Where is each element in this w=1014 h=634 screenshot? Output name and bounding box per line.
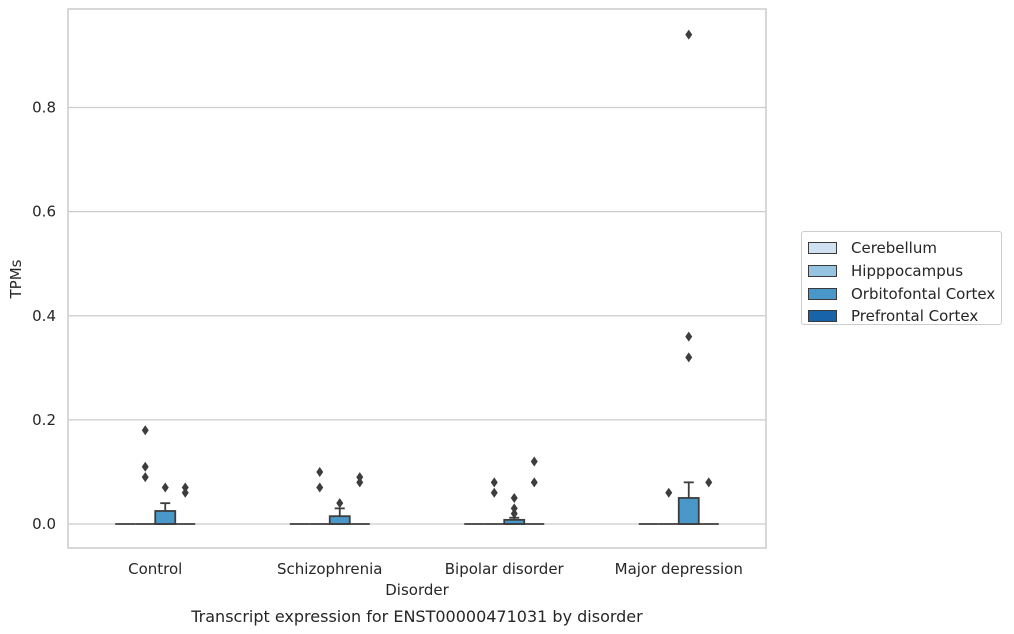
outlier-point (336, 498, 344, 509)
outlier-point (161, 482, 169, 493)
legend-swatch (808, 310, 837, 323)
y-tick-labels: 0.0 0.2 0.4 0.6 0.8 (32, 99, 56, 534)
legend-label: Cerebellum (851, 239, 937, 258)
outlier-point (685, 29, 693, 40)
outlier-point (141, 472, 149, 483)
legend-swatch (808, 242, 837, 255)
outlier-point (316, 482, 324, 493)
legend-label: Prefrontal Cortex (851, 307, 979, 326)
x-tick-label: Major depression (615, 560, 743, 578)
outlier-point (705, 477, 713, 488)
x-tick-labels: Control Schizophrenia Bipolar disorder Majo… (128, 560, 743, 578)
outlier-point (141, 425, 149, 436)
box (154, 510, 177, 525)
x-tick-label: Bipolar disorder (445, 560, 565, 578)
legend-swatch (808, 287, 837, 300)
y-tick-label: 0.0 (32, 515, 56, 533)
box (677, 497, 700, 525)
legend-item: Cerebellum (808, 237, 1001, 260)
legend-item: Prefrontal Cortex (808, 305, 1001, 328)
y-tick-label: 0.6 (32, 203, 56, 221)
y-tick-label: 0.8 (32, 99, 56, 117)
legend: Cerebellum Hipppocampus Orbitofontal Corte… (801, 231, 1002, 325)
outlier-point (490, 477, 498, 488)
legend-item: Hipppocampus (808, 260, 1001, 283)
box-marks (115, 29, 719, 525)
y-tick-label: 0.4 (32, 307, 56, 325)
outlier-point (685, 352, 693, 363)
outlier-point (181, 487, 189, 498)
outlier-point (356, 472, 364, 483)
legend-label: Orbitofontal Cortex (851, 284, 996, 303)
outlier-point (141, 461, 149, 472)
legend-item: Orbitofontal Cortex (808, 282, 1001, 305)
y-tick-label: 0.2 (32, 411, 56, 429)
x-axis-label: Disorder (385, 581, 449, 599)
outlier-point (510, 508, 518, 519)
plot-frame (67, 8, 767, 549)
x-tick-label: Schizophrenia (277, 560, 382, 578)
outlier-point (530, 456, 538, 467)
outlier-point (530, 477, 538, 488)
outlier-point (685, 331, 693, 342)
outlier-point (181, 482, 189, 493)
outlier-point (510, 503, 518, 514)
y-axis-label: TPMs (7, 259, 25, 299)
gridlines (68, 106, 766, 525)
outlier-point (665, 487, 673, 498)
box (328, 515, 351, 525)
outlier-point (356, 477, 364, 488)
outlier-point (510, 492, 518, 503)
legend-label: Hipppocampus (851, 262, 964, 281)
legend-swatch (808, 265, 837, 278)
x-tick-label: Control (128, 560, 182, 578)
chart-title: Transcript expression for ENST0000047103… (190, 607, 643, 626)
outlier-point (490, 487, 498, 498)
outlier-point (316, 466, 324, 477)
